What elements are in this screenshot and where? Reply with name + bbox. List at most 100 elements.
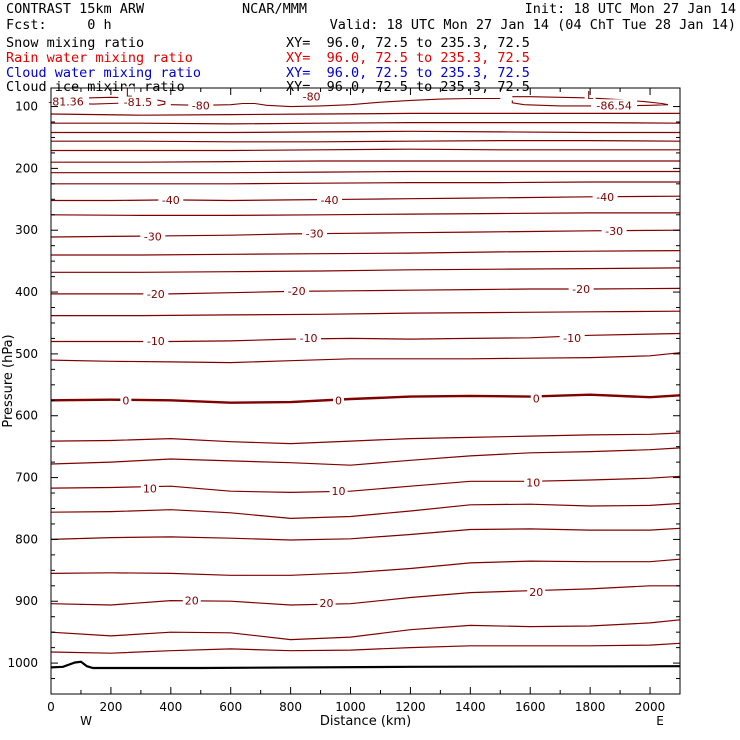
field-snow-xy: XY= 96.0, 72.5 to 235.3, 72.5: [286, 35, 530, 51]
contour-label-24: 10: [526, 477, 540, 490]
contour-label-bg-22: [140, 482, 159, 495]
field-rain-xy: XY= 96.0, 72.5 to 235.3, 72.5: [286, 50, 530, 66]
contour-line-19: [50, 447, 681, 466]
contour-line-20: [50, 475, 681, 494]
forecast-hour: Fcst: 0 h: [6, 17, 112, 33]
contour-label-0: -81.36: [48, 96, 83, 109]
y-tick-label-1000: 1000: [7, 656, 38, 670]
contour-label-17: -10: [300, 332, 318, 345]
contour-line-23: [50, 558, 681, 576]
model-title: CONTRAST 15km ARW: [6, 1, 145, 17]
contour-label-bg-3: [188, 99, 214, 112]
contour-label-27: 20: [529, 586, 543, 599]
contour-label-bg-1: [118, 96, 158, 109]
contour-label-15: -20: [572, 283, 590, 296]
contour-label-bg-20: [333, 394, 345, 407]
contour-label-2: L: [126, 86, 133, 99]
contour-label-6: -86.54: [596, 99, 631, 112]
contour-line-14: [51, 310, 681, 317]
contour-label-13: -20: [147, 288, 165, 301]
field-cloud-ice-xy: XY= 96.0, 72.5 to 235.3, 72.5: [286, 79, 530, 95]
contour-label-12: -30: [605, 225, 623, 238]
contour-label-bg-14: [284, 284, 310, 297]
contour-label-bg-6: [591, 99, 638, 112]
x-tick-label-2000: 2000: [635, 700, 666, 714]
contour-line-8: [51, 195, 681, 202]
contour-label-bg-8: [317, 193, 343, 206]
contour-label-1: -81.5: [124, 96, 152, 109]
x-axis-label: Distance (km): [320, 714, 411, 729]
contour-label-16: -10: [147, 335, 165, 348]
contour-labels: -81.36 -81.5L-80-80 L-86.54-40 -40 -40-30 -30…: [42, 86, 638, 610]
contour-label-10: -30: [144, 230, 162, 243]
contour-label-bg-9: [592, 190, 618, 203]
contour-label-bg-4: [299, 90, 325, 103]
y-tick-label-800: 800: [15, 532, 38, 546]
field-rain: Rain water mixing ratio: [6, 50, 193, 66]
x-tick-label-1000: 1000: [335, 700, 366, 714]
contour-label-18: -10: [563, 332, 581, 345]
plot-frame: [50, 87, 681, 695]
x-tick-label-800: 800: [279, 700, 302, 714]
upper-contour-1: [170, 97, 501, 108]
contour-label-bg-18: [559, 331, 585, 344]
contour-line-21: [50, 502, 681, 520]
x-tick-label-1400: 1400: [455, 700, 486, 714]
contour-line-18: [50, 432, 681, 445]
valid-time: Valid: 18 UTC Mon 27 Jan 14 (04 ChT Tue …: [329, 17, 736, 33]
x-tick-label-400: 400: [159, 700, 182, 714]
terrain-line: [50, 660, 681, 670]
contour-line-24: [50, 585, 680, 606]
upper-contour-0: [62, 96, 166, 106]
contour-label-bg-19: [120, 394, 132, 407]
y-tick-label-100: 100: [15, 100, 38, 114]
contour-label-bg-7: [158, 193, 184, 206]
contour-label-bg-21: [530, 392, 542, 405]
init-time: Init: 18 UTC Mon 27 Jan 14: [524, 1, 736, 17]
contour-label-bg-15: [568, 282, 594, 295]
east-end-label: E: [656, 714, 664, 728]
y-tick-label-900: 900: [15, 594, 38, 608]
y-tick-label-500: 500: [15, 347, 38, 361]
contour-line-0: [50, 112, 680, 116]
contour-line-2: [51, 130, 680, 134]
y-tick-label-400: 400: [15, 285, 38, 299]
y-tick-label-700: 700: [15, 471, 38, 485]
contour-label-bg-17: [296, 331, 322, 344]
contour-label-bg-10: [140, 230, 166, 243]
contour-label-bg-24: [524, 476, 543, 489]
contour-label-23: 10: [332, 485, 346, 498]
contour-label-bg-2: [123, 86, 135, 99]
contour-line-7: [51, 181, 680, 185]
x-tick-label-0: 0: [47, 700, 55, 714]
contour-label-14: -20: [288, 285, 306, 298]
contour-label-9: -40: [596, 191, 614, 204]
center-title: NCAR/MMM: [242, 1, 308, 17]
contour-lines: [50, 96, 681, 670]
contour-line-4: [51, 148, 680, 152]
field-snow: Snow mixing ratio: [6, 35, 145, 51]
contour-label-11: -30: [306, 227, 324, 240]
y-tick-label-300: 300: [15, 223, 38, 237]
x-tick-label-1200: 1200: [395, 700, 426, 714]
contour-label-22: 10: [143, 483, 157, 496]
contour-label-26: 20: [320, 597, 334, 610]
contour-label-4: -80: [303, 91, 321, 104]
west-end-label: W: [80, 714, 92, 728]
field-cloud-water-xy: XY= 96.0, 72.5 to 235.3, 72.5: [286, 65, 530, 81]
contour-line-5: [51, 160, 680, 163]
contour-label-bg-25: [182, 594, 201, 607]
contour-line-9: [50, 212, 680, 216]
y-tick-label-600: 600: [15, 409, 38, 423]
contour-line-11: [51, 250, 681, 256]
contour-label-bg-27: [527, 585, 546, 598]
x-tick-label-600: 600: [219, 700, 242, 714]
contour-label-bg-0: [42, 95, 89, 108]
contour-line-3: [51, 140, 681, 143]
contour-label-bg-26: [317, 597, 336, 610]
x-tick-label-1600: 1600: [515, 700, 546, 714]
contour-label-7: -40: [162, 194, 180, 207]
contour-label-3: -80: [192, 99, 210, 112]
